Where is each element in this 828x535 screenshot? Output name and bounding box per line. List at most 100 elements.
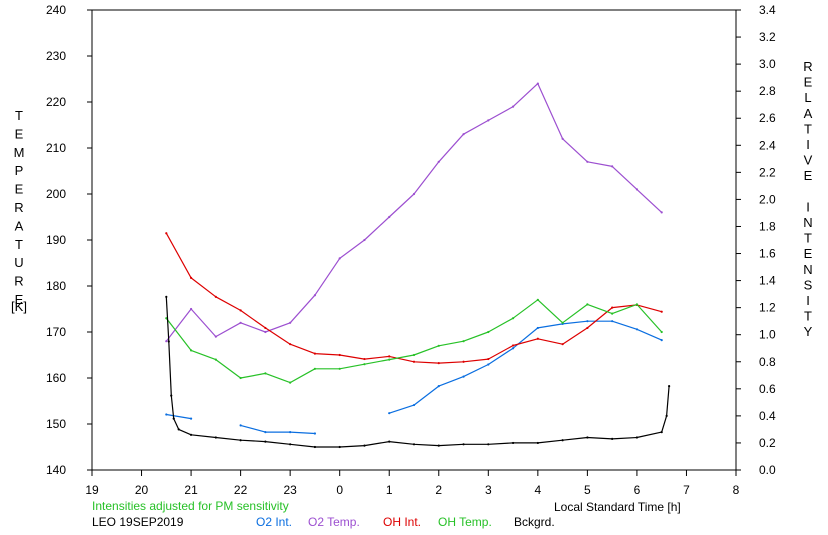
x-tick-label: 0 [336,483,343,497]
left-tick-label: 180 [46,279,66,293]
right-axis-label-letter: E [804,246,813,261]
left-axis-label-letter: T [15,108,23,123]
right-tick-label: 0.4 [759,409,776,423]
left-axis-label-letter: U [14,255,23,270]
left-tick-label: 210 [46,141,66,155]
x-tick-label: 7 [683,483,690,497]
series-point-bckgrd [214,436,217,439]
right-tick-label: 3.2 [759,30,776,44]
series-point-bckgrd [668,385,671,388]
series-point-oh-temp [264,372,267,375]
x-axis-ticks: 19 20 21 22 23 0 1 2 3 4 5 6 7 8 [85,470,740,497]
right-axis-label-letter: N [803,262,812,277]
series-point-oh-int [487,357,490,361]
right-axis-label-letter: T [804,121,812,136]
series-point-bckgrd [412,443,416,446]
left-axis-label-letter: T [15,237,23,252]
x-tick-label: 20 [135,483,149,497]
right-tick-label: 2.4 [759,138,776,152]
series-point-o2-int [165,413,168,416]
series-point-oh-int [611,306,614,309]
series-point-o2-temp [635,188,639,191]
right-tick-label: 1.4 [759,274,776,288]
right-axis-label-letter: I [806,293,810,308]
right-tick-label: 2.6 [759,111,776,125]
series-point-o2-temp [462,133,465,136]
right-tick-label: 2.0 [759,192,776,206]
series-point-oh-temp [487,330,490,334]
left-tick-label: 150 [46,417,66,431]
series-point-o2-int [586,320,589,323]
series-point-o2-temp [189,307,193,311]
series-point-o2-int [635,328,639,331]
series-point-oh-temp [511,317,515,320]
series-point-oh-int [561,343,564,346]
station-date: LEO 19SEP2019 [92,515,184,529]
series-point-oh-temp [289,381,292,384]
series-point-o2-temp [363,238,366,242]
series-point-o2-int [462,375,465,378]
series-point-oh-temp [635,303,639,306]
left-tick-label: 190 [46,233,66,247]
left-axis-label-letter: E [15,292,24,307]
series-point-oh-int [388,355,391,358]
right-tick-label: 2.2 [759,165,776,179]
series-line-o2-int [166,320,662,435]
left-axis-label-letter: R [14,200,23,215]
series-point-o2-int [239,424,242,427]
series-point-o2-temp [586,160,589,163]
x-tick-label: 2 [435,483,442,497]
series-point-bckgrd [511,441,515,445]
series-point-o2-temp [239,321,242,324]
x-tick-label: 6 [634,483,641,497]
right-axis-label-letter: Y [804,324,813,339]
series-point-oh-int [239,309,242,312]
left-tick-label: 230 [46,49,66,63]
series-point-bckgrd [536,441,539,445]
series-point-o2-int [189,417,193,420]
series-point-o2-temp [388,215,391,219]
series-point-bckgrd [177,428,180,431]
right-axis-label-letter: E [804,168,813,183]
left-axis-label-letter: R [14,274,23,289]
series-point-o2-temp [660,211,663,214]
series-point-bckgrd [437,444,440,447]
series-point-bckgrd [338,445,341,449]
series-point-oh-temp [165,317,168,320]
x-tick-label: 3 [485,483,492,497]
series-point-bckgrd [264,440,267,443]
right-axis-label-letter: I [806,137,810,152]
plot-area [91,9,737,471]
left-tick-label: 220 [46,95,66,109]
right-axis-label-letter: E [804,75,813,90]
series-point-o2-temp [165,340,168,343]
series-point-bckgrd [611,437,614,440]
x-tick-label: 1 [386,483,393,497]
right-axis-label-letter: S [804,277,813,292]
series-point-o2-temp [214,335,217,338]
right-tick-label: 1.0 [759,328,776,342]
series-point-bckgrd [313,445,317,449]
series-point-bckgrd [165,295,168,298]
series-point-o2-temp [289,321,292,324]
series-point-oh-temp [313,367,317,370]
left-tick-label: 140 [46,463,66,477]
left-axis-label-letter: M [14,145,25,160]
series-point-bckgrd [239,439,242,442]
series-point-oh-temp [388,358,391,361]
x-tick-label: 5 [584,483,591,497]
series-point-oh-int [363,357,366,361]
series-point-oh-temp [611,312,614,315]
legend-oh-temp: OH Temp. [438,515,492,529]
series-point-oh-temp [462,340,465,343]
series-point-oh-temp [214,358,217,361]
series-point-bckgrd [170,394,173,397]
right-axis-label-letter: I [806,199,810,214]
series-point-o2-int [611,320,614,323]
right-tick-label: 0.0 [759,463,776,477]
series-point-o2-int [511,347,515,350]
right-tick-label: 2.8 [759,84,776,98]
series-point-o2-int [388,412,391,415]
legend-o2-temp: O2 Temp. [308,515,360,529]
